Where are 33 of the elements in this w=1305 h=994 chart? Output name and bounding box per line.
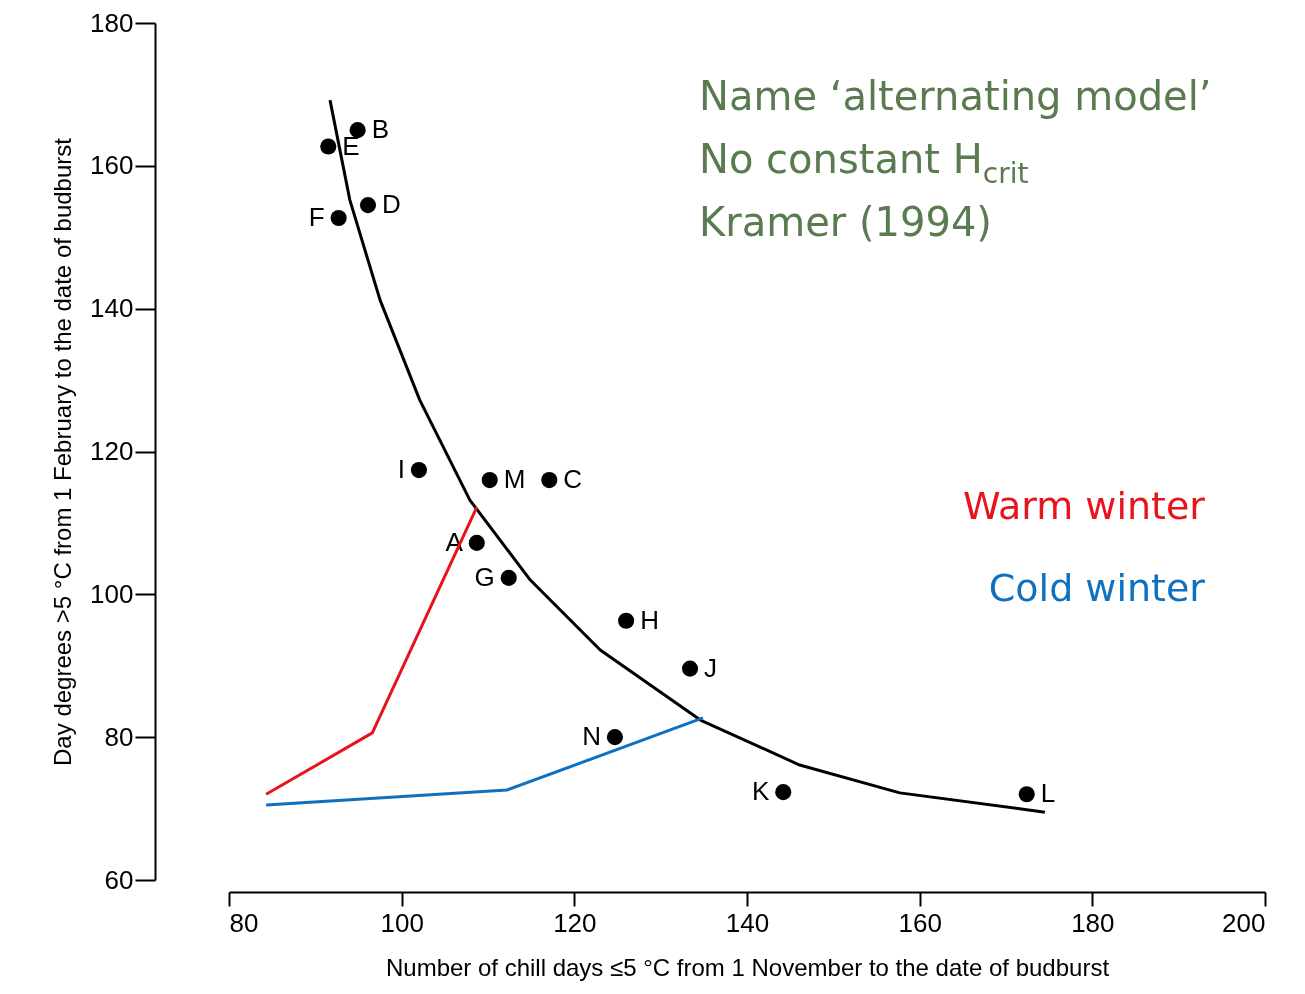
y-tick-label: 80 [104,721,134,752]
data-label: K [751,776,770,807]
data-label: C [563,464,583,495]
annotation: Kramer (1994) [699,199,992,245]
x-tick-label: 120 [553,907,597,938]
data-label: H [640,604,659,635]
data-label: D [382,189,401,220]
x-tick-label: 160 [898,907,942,938]
data-label: G [474,561,495,592]
y-tick-label: 100 [90,578,134,609]
x-axis-title: Number of chill days ≤5 °C from 1 November to the date of budburst [385,953,1110,981]
y-tick-label: 180 [90,7,134,38]
x-tick-label: 180 [1071,907,1115,938]
x-tick-label: 200 [1222,907,1266,938]
data-label: L [1040,778,1056,809]
text: Warm winter [962,484,1206,528]
data-label: J [704,652,718,683]
data-label: M [503,464,526,495]
x-tick-label: 140 [725,907,770,938]
text: Cold winter [988,566,1206,610]
y-tick-label: 140 [90,293,134,324]
data-label: N [582,721,601,752]
data-label: E [342,130,360,161]
y-tick-label: 120 [90,436,134,466]
data-label: I [397,454,405,485]
x-tick-label: 80 [229,907,259,938]
y-tick-label: 160 [90,150,134,181]
y-tick-label: 60 [104,864,134,895]
annotation: Name ‘alternating model’ [699,73,1212,119]
x-tick-label: 100 [380,907,424,938]
data-label: F [308,201,325,232]
y-axis-title: Day degrees >5 °C from 1 February to the date of budburst [49,137,77,766]
data-label: B [371,114,389,145]
